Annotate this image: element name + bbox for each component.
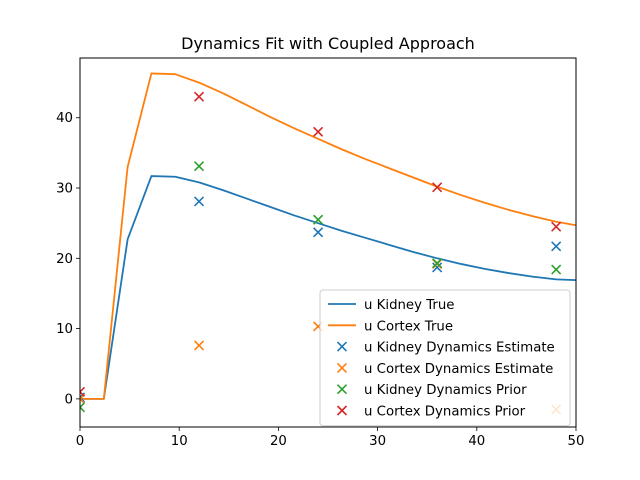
series-3-point-1: [193, 340, 205, 351]
series-5-point-3: [432, 182, 443, 193]
legend-swatch-3: [336, 362, 348, 373]
x-tick-label-0: 0: [76, 434, 84, 449]
legend-label-4: u Kidney Dynamics Prior: [364, 383, 527, 398]
legend-label-0: u Kidney True: [364, 298, 454, 313]
y-tick-label-4: 40: [56, 111, 73, 126]
series-4-point-2: [313, 214, 324, 225]
y-tick-label-2: 20: [56, 252, 73, 267]
series-line-1: [80, 72, 576, 400]
legend-label-5: u Cortex Dynamics Prior: [364, 405, 526, 420]
series-5-point-4: [551, 221, 562, 232]
y-tick-label-0: 0: [65, 392, 73, 407]
series-5-point-1: [193, 91, 205, 102]
series-5-point-2: [313, 126, 324, 137]
series-2-point-1: [193, 196, 205, 207]
series-4-point-3: [432, 258, 443, 269]
series-2-point-4: [551, 241, 562, 252]
series-5-point-0: [80, 386, 86, 397]
x-tick-label-2: 20: [270, 434, 287, 449]
legend-swatch-4: [336, 384, 348, 395]
legend-swatch-5: [336, 405, 348, 416]
series-4-point-0: [80, 402, 86, 413]
axes-frame: [79, 57, 577, 428]
series-4-point-1: [193, 161, 205, 172]
x-tick-label-4: 40: [468, 434, 485, 449]
chart-title: Dynamics Fit with Coupled Approach: [181, 34, 475, 53]
series-line-0: [80, 175, 576, 400]
legend-label-2: u Kidney Dynamics Estimate: [364, 341, 555, 356]
legend-swatch-2: [336, 341, 348, 352]
legend: u Kidney True u Cortex True u Kidney Dynam…: [319, 289, 571, 427]
series-2-point-2: [313, 227, 324, 238]
plot-area: 0 10 20 30 40 50 0 10 20 30 40: [56, 57, 585, 449]
plot-content: [80, 72, 576, 415]
y-tick-label-3: 30: [56, 182, 73, 197]
x-tick-label-5: 50: [568, 434, 585, 449]
series-2-point-3: [432, 262, 443, 273]
legend-label-3: u Cortex Dynamics Estimate: [364, 362, 553, 377]
y-tick-label-1: 10: [56, 322, 73, 337]
x-tick-label-1: 10: [171, 434, 188, 449]
legend-label-1: u Cortex True: [364, 319, 453, 334]
series-4-point-4: [551, 264, 562, 275]
x-tick-label-3: 30: [369, 434, 386, 449]
legend-box: [319, 289, 571, 427]
